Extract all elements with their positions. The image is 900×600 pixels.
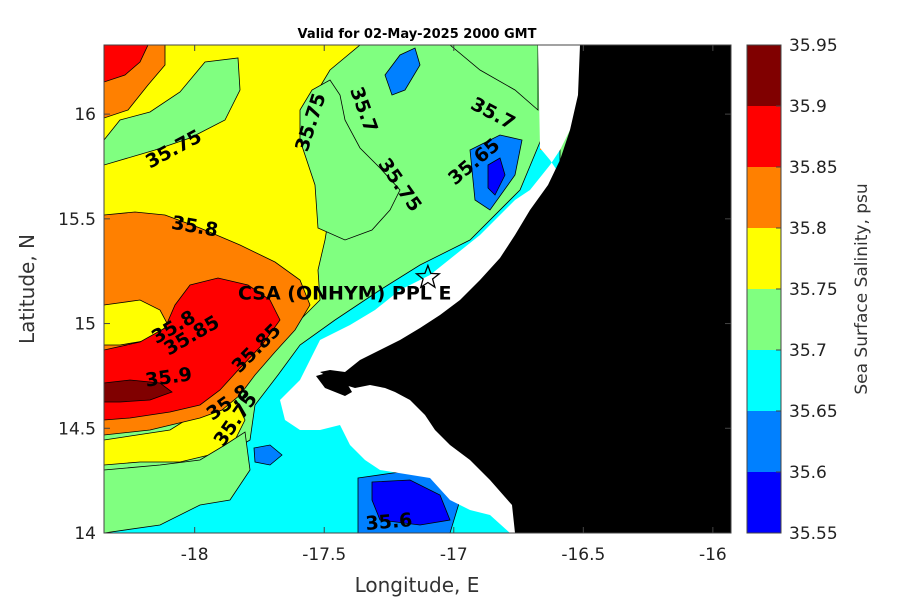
- chart-title: Valid for 02-May-2025 2000 GMT: [298, 27, 537, 42]
- x-tick-label: -16.5: [561, 545, 605, 565]
- sss-band-35-70-central: [299, 79, 401, 241]
- colorbar-tick-label: 35.9: [789, 97, 827, 117]
- sss-band-35-70-northwest: [104, 57, 241, 166]
- plot-frame: [103, 44, 732, 534]
- site-star-icon: [414, 263, 442, 289]
- y-axis-ticks: 14 14.5 15 15.5 16: [58, 105, 731, 544]
- y-tick-label: 14.5: [58, 419, 96, 439]
- y-tick-label: 15: [74, 315, 96, 335]
- colorbar-segment: [747, 167, 781, 228]
- sss-band-35-90: [104, 379, 173, 403]
- sss-band-35-70-south: [104, 431, 251, 533]
- land-mass: [320, 45, 731, 533]
- colorbar-tick-label: 35.8: [789, 219, 827, 239]
- colorbar-tick-label: 35.6: [789, 463, 827, 483]
- colorbar-tick-label: 35.85: [789, 158, 838, 178]
- colorbar-segment: [747, 289, 781, 350]
- sss-band-35-60-north: [384, 47, 421, 96]
- sss-band-35-70-east: [360, 45, 539, 111]
- x-tick-label: -18: [181, 545, 209, 565]
- sss-band-35-85-northcorner: [104, 45, 149, 83]
- x-tick-label: -16: [699, 545, 727, 565]
- contour-labels: 35.75 35.75 35.7 35.735.75 35.6535.835.835.8…: [142, 84, 519, 535]
- site-marker: CSA (ONHYM) PPL E: [238, 263, 451, 304]
- plot-area: [104, 45, 731, 533]
- colorbar-segment: [747, 350, 781, 411]
- colorbar-segment: [747, 106, 781, 167]
- y-tick-label: 14: [74, 524, 96, 544]
- colorbar-tick-label: 35.7: [789, 341, 827, 361]
- colorbar-tick-label: 35.95: [789, 36, 838, 56]
- colorbar-tick-label: 35.55: [789, 524, 838, 544]
- cap-vert-peninsula: [316, 372, 352, 396]
- x-tick-label: -17.5: [302, 545, 346, 565]
- x-tick-label: -17: [440, 545, 468, 565]
- y-tick-label: 15.5: [58, 210, 96, 230]
- x-axis-label: Longitude, E: [355, 573, 480, 597]
- y-axis-label: Latitude, N: [15, 234, 39, 344]
- colorbar-segment: [747, 45, 781, 106]
- sss-band-35-55-mid: [487, 157, 506, 196]
- x-axis-ticks: -18 -17.5 -17 -16.5 -16: [181, 45, 727, 565]
- contour-label: 35.6: [365, 509, 414, 535]
- site-label: CSA (ONHYM) PPL E: [238, 282, 451, 304]
- y-tick-label: 16: [74, 105, 96, 125]
- sss-band-35-60-patch: [253, 444, 283, 466]
- sss-band-35-55-south: [371, 479, 451, 526]
- colorbar-segment: [747, 228, 781, 289]
- colorbar-segment: [747, 411, 781, 472]
- colorbar-tick-label: 35.65: [789, 402, 838, 422]
- colorbar-tick-label: 35.75: [789, 280, 838, 300]
- colorbar-segment: [747, 472, 781, 533]
- colorbar-label: Sea Surface Salinity, psu: [852, 183, 872, 394]
- colorbar: 35.55 35.6 35.65 35.7 35.75 35.8 35.85 35.9 35.9…: [746, 36, 838, 544]
